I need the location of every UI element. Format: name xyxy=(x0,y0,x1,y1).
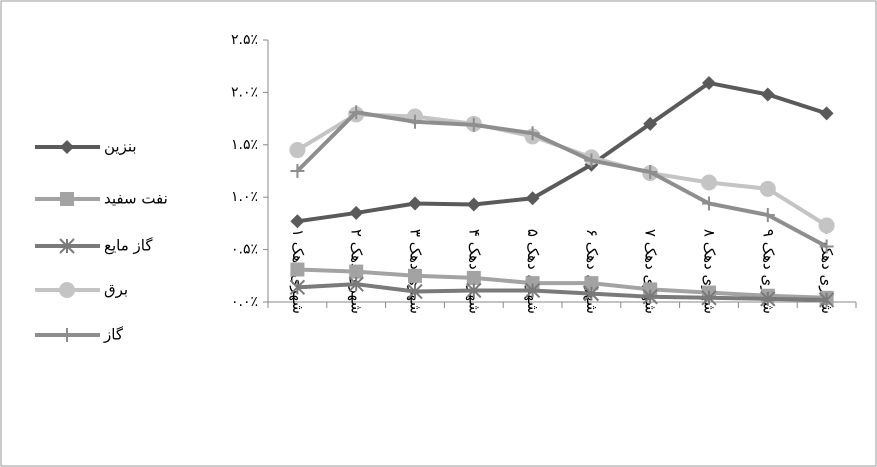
marker xyxy=(59,238,75,254)
marker xyxy=(819,106,834,121)
marker xyxy=(525,191,540,206)
y-tick-label: ١.٠٪ xyxy=(231,189,258,205)
marker xyxy=(60,192,74,206)
marker xyxy=(348,276,364,292)
marker xyxy=(466,117,481,132)
y-tick-label: ٠.٠٪ xyxy=(231,294,258,310)
marker xyxy=(701,174,717,191)
series-line xyxy=(297,267,827,300)
marker xyxy=(60,328,74,342)
series-line xyxy=(295,110,828,249)
marker xyxy=(408,196,422,211)
marker xyxy=(760,291,776,307)
y-tick-label: ٢.٠٪ xyxy=(231,84,258,100)
marker xyxy=(642,289,658,305)
legend-label: نفت سفید xyxy=(104,190,168,208)
legend-label: گاز xyxy=(103,326,124,344)
marker xyxy=(408,268,422,283)
marker xyxy=(701,290,717,306)
marker xyxy=(289,142,306,159)
marker xyxy=(349,105,364,120)
marker xyxy=(466,197,481,212)
x-tick-label: شهری دهک ۵ xyxy=(524,229,542,314)
marker xyxy=(702,75,716,90)
marker xyxy=(818,292,835,308)
y-tick-label: ٠.۵٪ xyxy=(231,242,258,258)
marker xyxy=(290,262,305,277)
marker xyxy=(349,264,364,279)
y-tick-label: ٢.۵٪ xyxy=(231,32,258,48)
marker xyxy=(60,140,74,154)
marker xyxy=(643,116,658,131)
marker xyxy=(407,283,423,300)
series-line xyxy=(297,282,827,302)
marker xyxy=(819,239,834,254)
marker xyxy=(584,276,599,291)
marker xyxy=(643,165,658,180)
marker xyxy=(760,87,775,102)
marker xyxy=(760,208,775,223)
marker xyxy=(583,285,600,302)
marker xyxy=(466,282,482,299)
marker xyxy=(525,126,540,141)
legend-label: بنزین xyxy=(104,138,137,156)
marker xyxy=(290,214,305,229)
legend-label: گاز مایع xyxy=(104,237,153,255)
marker xyxy=(59,282,75,298)
series-line xyxy=(297,80,828,224)
marker xyxy=(759,180,776,197)
marker xyxy=(408,114,422,129)
marker xyxy=(584,153,599,168)
marker xyxy=(524,282,541,299)
marker xyxy=(702,196,716,211)
y-tick-label: ١.۵٪ xyxy=(231,137,258,153)
legend-label: برق xyxy=(104,281,128,299)
marker xyxy=(290,164,305,178)
marker xyxy=(349,205,364,220)
marker xyxy=(466,270,481,285)
x-tick-label: شهری دهک ۶ xyxy=(583,229,601,314)
marker xyxy=(818,217,835,234)
marker xyxy=(289,279,306,296)
